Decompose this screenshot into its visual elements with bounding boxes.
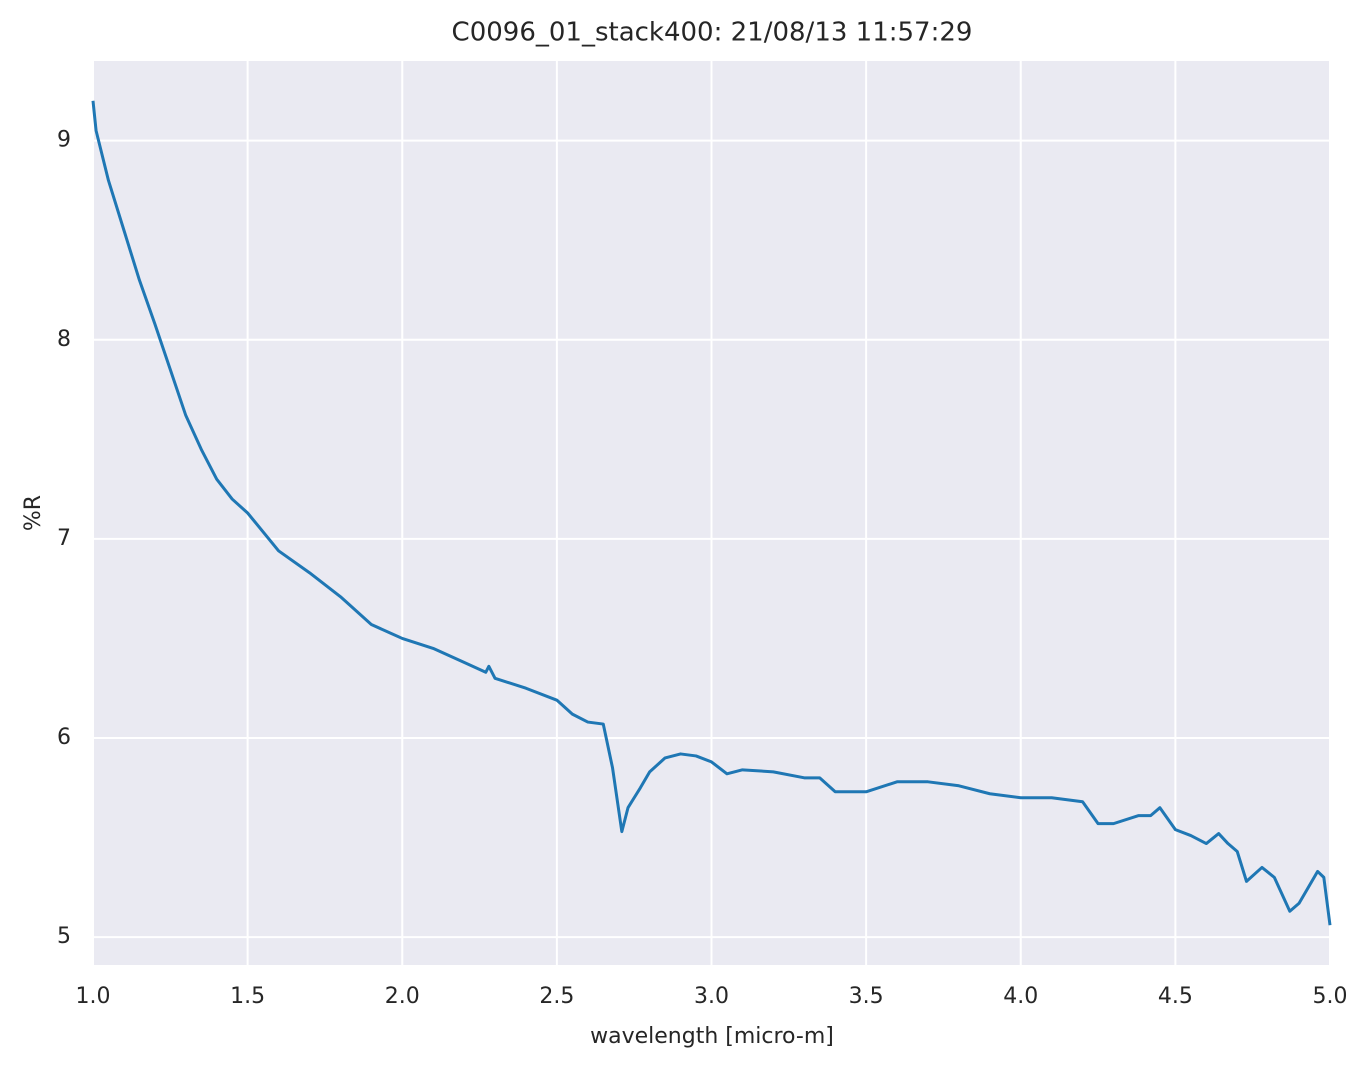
x-tick-label: 4.5: [1158, 984, 1193, 1009]
y-axis-label: %R: [21, 495, 46, 531]
y-tick-label: 5: [57, 924, 71, 949]
x-tick-label: 1.5: [230, 984, 265, 1009]
x-tick-label: 2.5: [539, 984, 574, 1009]
x-tick-label: 4.0: [1003, 984, 1038, 1009]
x-axis-label: wavelength [micro-m]: [590, 1024, 834, 1049]
x-tick-label: 5.0: [1313, 984, 1348, 1009]
x-tick-label: 3.0: [694, 984, 729, 1009]
x-tick-label: 1.0: [76, 984, 111, 1009]
data-line: [91, 100, 1332, 926]
y-tick-label: 6: [57, 725, 71, 750]
y-tick-label: 9: [57, 128, 71, 153]
y-tick-label: 8: [57, 327, 71, 352]
x-tick-label: 2.0: [385, 984, 420, 1009]
y-tick-label: 7: [57, 526, 71, 551]
x-tick-label: 3.5: [849, 984, 884, 1009]
chart-title: C0096_01_stack400: 21/08/13 11:57:29: [452, 18, 973, 48]
